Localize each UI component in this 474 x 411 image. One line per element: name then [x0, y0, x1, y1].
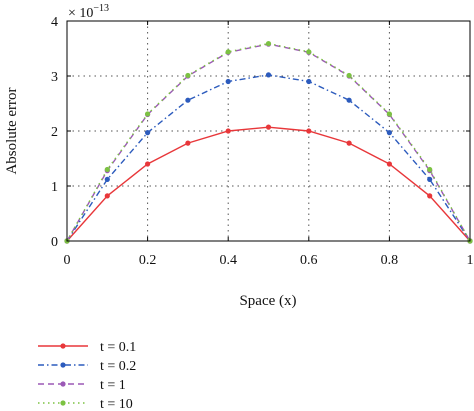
- series-4: [64, 40, 473, 244]
- series-line: [66, 126, 471, 242]
- legend-item: t = 0.1: [38, 340, 136, 355]
- data-point: [145, 130, 151, 136]
- data-point: [265, 72, 272, 78]
- legend-item: t = 0.2: [38, 359, 136, 374]
- data-point: [265, 124, 272, 130]
- data-point: [265, 40, 272, 47]
- series-3: [64, 41, 473, 244]
- x-tick-label: 0.6: [300, 253, 318, 268]
- data-point: [306, 78, 312, 85]
- legend-marker: [60, 400, 66, 406]
- axis-ticks: 0 0.2 0.4 0.6 0.8 1 0 1 2 3 4: [51, 15, 474, 268]
- data-point: [104, 176, 110, 182]
- data-point: [427, 193, 433, 199]
- data-point: [386, 161, 392, 167]
- y-multiplier-base: × 10: [68, 6, 93, 21]
- y-tick-label: 3: [51, 70, 58, 85]
- legend-label: t = 1: [100, 378, 126, 393]
- legend-marker: [60, 343, 66, 349]
- data-point: [225, 128, 231, 134]
- legend-item: t = 1: [38, 378, 126, 393]
- series-layer: [64, 40, 473, 244]
- y-axis-title: Absolute error: [4, 87, 20, 174]
- y-tick-label: 4: [51, 15, 58, 30]
- data-point: [346, 72, 352, 79]
- series-line: [66, 74, 471, 242]
- grid: [67, 21, 470, 241]
- legend-marker: [60, 381, 66, 387]
- data-point: [386, 111, 392, 117]
- data-point: [346, 97, 352, 103]
- data-point: [145, 111, 151, 117]
- data-point: [346, 140, 352, 146]
- y-multiplier-label: × 10−13: [68, 3, 109, 21]
- legend-item: t = 10: [38, 397, 133, 411]
- x-axis-title: Space (x): [239, 293, 296, 309]
- data-point: [225, 49, 231, 55]
- series-1: [64, 124, 473, 244]
- x-tick-label: 0: [64, 253, 71, 268]
- data-point: [386, 130, 392, 136]
- y-tick-label: 2: [51, 125, 58, 140]
- data-point: [185, 140, 191, 146]
- x-tick-label: 0.4: [219, 253, 237, 268]
- y-tick-label: 1: [51, 180, 58, 195]
- series-line: [66, 42, 471, 242]
- plot-frame: [66, 20, 471, 242]
- data-point: [104, 166, 110, 173]
- legend-label: t = 0.1: [100, 340, 136, 355]
- x-tick-label: 0.8: [381, 253, 399, 268]
- legend: t = 0.1 t = 0.2 t = 1 t = 10: [38, 340, 136, 411]
- legend-label: t = 0.2: [100, 359, 136, 374]
- data-point: [185, 72, 191, 79]
- data-point: [225, 78, 231, 85]
- x-tick-label: 1: [467, 253, 474, 268]
- data-point: [185, 97, 191, 103]
- data-point: [306, 49, 312, 55]
- series-2: [64, 72, 473, 244]
- data-point: [427, 176, 433, 182]
- data-point: [145, 161, 151, 167]
- legend-marker: [60, 362, 66, 368]
- data-point: [427, 166, 433, 173]
- data-point: [306, 128, 312, 134]
- y-multiplier-exponent: −13: [93, 3, 109, 14]
- legend-label: t = 10: [100, 397, 133, 411]
- data-point: [104, 193, 110, 199]
- y-tick-label: 0: [51, 235, 58, 250]
- x-tick-label: 0.2: [139, 253, 157, 268]
